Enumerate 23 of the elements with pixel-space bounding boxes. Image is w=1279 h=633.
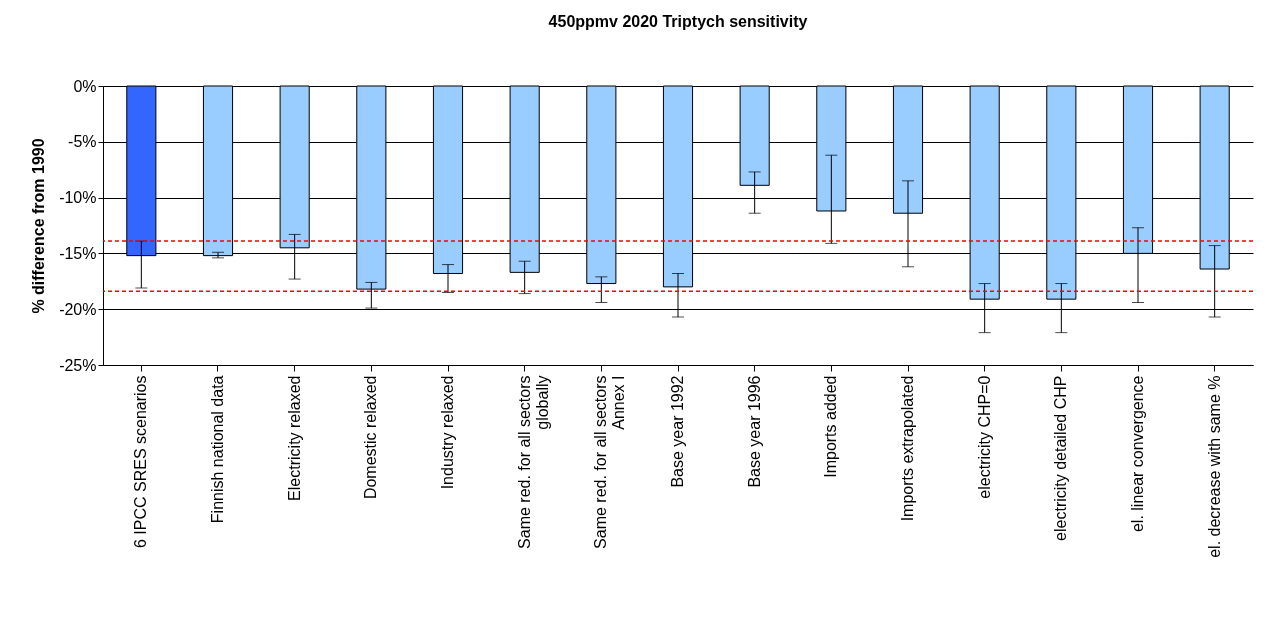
chart-title: 450ppmv 2020 Triptych sensitivity xyxy=(548,13,808,30)
x-tick-label: Domestic relaxed xyxy=(362,375,380,500)
y-axis-title: % difference from 1990 xyxy=(30,138,48,314)
x-tick-label: Imports added xyxy=(822,375,840,478)
x-tick-label: el. linear convergence xyxy=(1129,375,1146,533)
y-tick-label: -10% xyxy=(59,189,97,207)
x-tick-label: Base year 1996 xyxy=(745,375,763,488)
x-tick-label: Finnish national data xyxy=(209,375,226,524)
y-tick-label: -15% xyxy=(59,244,97,262)
x-tick-label: Same red. for all sectors globally xyxy=(515,375,551,549)
x-tick-label: 6 IPCC SRES scenarios xyxy=(132,375,150,549)
x-tick-label: Electricity relaxed xyxy=(285,375,303,501)
x-tick-label: electricity CHP=0 xyxy=(975,375,993,499)
y-tick-label: -5% xyxy=(68,133,97,151)
y-tick-label: -25% xyxy=(59,356,97,374)
x-tick-label: Imports extrapolated xyxy=(899,375,916,522)
x-tick-label: Base year 1992 xyxy=(669,375,686,488)
y-tick-label: 0% xyxy=(73,77,97,95)
x-tick-label: electricity detailed CHP xyxy=(1052,375,1070,541)
y-tick-label: -20% xyxy=(59,300,97,318)
x-tick-label: Industry relaxed xyxy=(439,375,456,490)
x-tick-label: Same red. for all sectors Annex I xyxy=(592,375,628,549)
x-tick-label: el. decrease with same % xyxy=(1205,375,1223,558)
